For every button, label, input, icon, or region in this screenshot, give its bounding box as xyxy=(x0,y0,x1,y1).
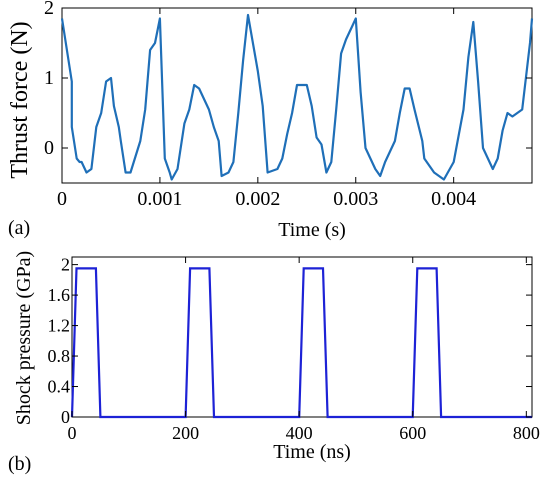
bottom-y-ticks: 0 0.4 0.8 1.2 1.6 2 xyxy=(48,255,532,427)
panel-label-b: (b) xyxy=(8,453,31,475)
y-tick-label: 0.4 xyxy=(48,377,71,397)
y-tick-label: 1.6 xyxy=(48,285,71,305)
x-tick-label: 400 xyxy=(286,423,313,443)
x-tick-label: 0.001 xyxy=(137,188,182,210)
shock-pressure-chart: 0 200 400 600 800 0 0.4 0.8 1.2 1.6 2 Time (ns) S… xyxy=(8,251,540,475)
x-tick-label: 0.004 xyxy=(431,188,476,210)
top-y-axis-label: Thrust force (N) xyxy=(7,21,33,178)
thrust-force-line xyxy=(60,13,534,181)
bottom-x-ticks: 0 200 400 600 800 xyxy=(68,257,540,443)
top-y-ticks: 0 1 2 xyxy=(44,0,532,159)
x-tick-label: 800 xyxy=(513,423,540,443)
bottom-y-axis-label: Shock pressure (GPa) xyxy=(13,251,35,425)
y-tick-label: 0 xyxy=(61,407,70,427)
x-tick-label: 0.003 xyxy=(333,188,378,210)
top-x-ticks: 0 0.001 0.002 0.003 0.004 xyxy=(57,8,476,210)
top-x-axis-label: Time (s) xyxy=(278,219,346,241)
thrust-force-chart: 0 0.001 0.002 0.003 0.004 0 1 2 Time (s) Thrus… xyxy=(7,0,534,241)
shock-pressure-line xyxy=(70,267,532,419)
x-tick-label: 200 xyxy=(172,423,199,443)
bottom-plot-frame xyxy=(71,256,533,418)
y-tick-label: 0.8 xyxy=(48,346,71,366)
top-plot-frame xyxy=(61,7,533,184)
bottom-x-axis-label: Time (ns) xyxy=(273,441,351,463)
y-tick-label: 1 xyxy=(44,67,54,89)
y-tick-label: 2 xyxy=(44,0,54,19)
panel-label-a: (a) xyxy=(8,217,30,239)
y-tick-label: 2 xyxy=(61,255,70,275)
y-tick-label: 0 xyxy=(44,137,54,159)
x-tick-label: 0 xyxy=(57,188,67,210)
x-tick-label: 0 xyxy=(68,423,77,443)
x-tick-label: 600 xyxy=(399,423,426,443)
x-tick-label: 0.002 xyxy=(235,188,280,210)
y-tick-label: 1.2 xyxy=(48,316,71,336)
